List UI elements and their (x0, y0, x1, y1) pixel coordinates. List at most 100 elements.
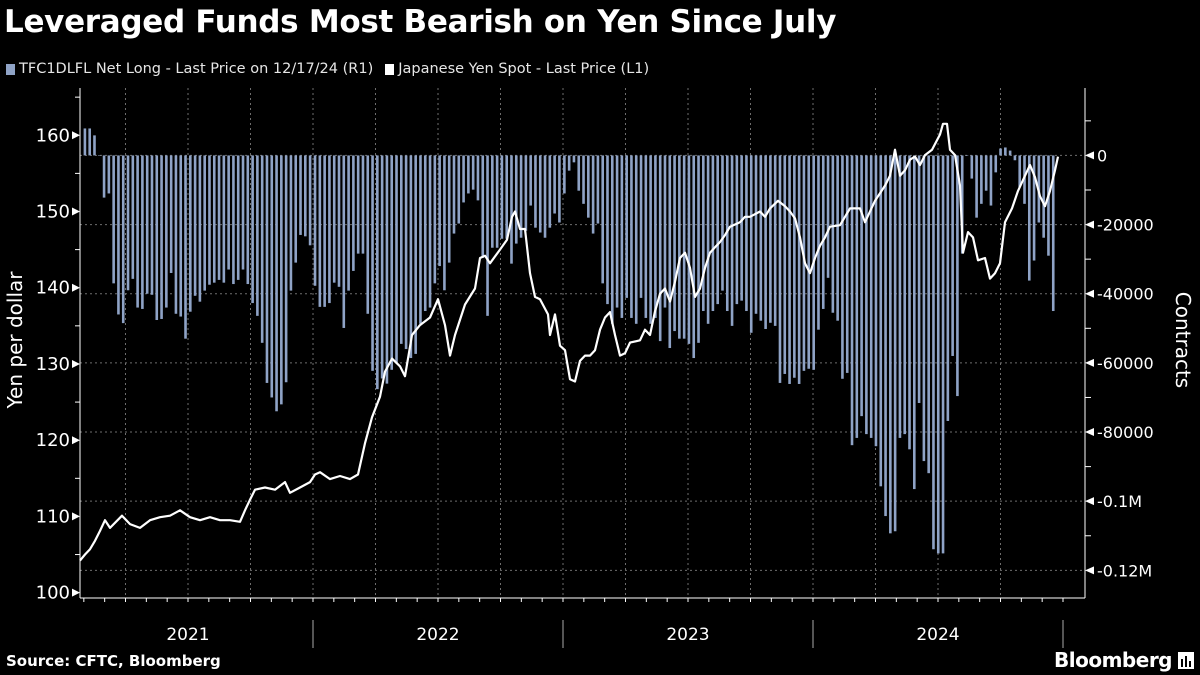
net-long-bar (682, 155, 686, 339)
net-long-bar (399, 155, 403, 344)
net-long-bar (620, 155, 624, 318)
right-tick-marker (1085, 566, 1094, 575)
net-long-bar (313, 155, 317, 286)
net-long-bar (749, 155, 753, 333)
net-long-bar (476, 155, 480, 201)
left-tick-label: 110 (36, 506, 70, 527)
net-long-bar (721, 155, 724, 291)
net-long-bar (941, 155, 945, 554)
net-long-bar (1032, 155, 1036, 261)
net-long-bar (730, 155, 734, 326)
left-tick-marker (72, 436, 80, 445)
net-long-bar (409, 155, 413, 359)
left-tick-label: 130 (36, 354, 70, 375)
net-long-bar (371, 155, 374, 371)
net-long-bar (241, 155, 245, 270)
net-long-bar (634, 155, 638, 324)
left-tick-marker (72, 588, 80, 597)
net-long-bar (102, 155, 106, 198)
net-long-bar (649, 155, 652, 324)
net-long-bar (189, 155, 192, 312)
net-long-bar (510, 155, 513, 264)
net-long-bar (289, 155, 293, 291)
net-long-bar (1023, 155, 1026, 204)
net-long-bar (514, 155, 518, 244)
net-long-bar (668, 155, 672, 349)
net-long-bar (989, 155, 993, 206)
net-long-bar (260, 155, 264, 343)
net-long-bar (879, 155, 883, 487)
left-tick-marker (72, 512, 80, 521)
net-long-bar (467, 155, 470, 194)
net-long-bar (270, 155, 274, 398)
net-long-bars (83, 128, 1055, 554)
net-long-bar (716, 155, 719, 305)
net-long-bar (347, 155, 350, 291)
net-long-bar (601, 155, 604, 284)
net-long-bar (591, 155, 595, 234)
net-long-bar (610, 155, 614, 324)
net-long-bar (783, 155, 787, 374)
net-long-bar (630, 155, 633, 318)
net-long-bar (131, 155, 135, 279)
net-long-bar (83, 128, 87, 156)
net-long-bar (903, 155, 907, 435)
net-long-bar (960, 155, 964, 254)
net-long-bar (956, 155, 959, 397)
left-axis-label: Yen per dollar (3, 271, 27, 410)
right-tick-label: -40000 (1097, 285, 1154, 304)
net-long-bar (462, 155, 465, 203)
right-tick-label: -0.12M (1097, 561, 1152, 580)
net-long-bar (817, 155, 820, 330)
net-long-bar (697, 155, 700, 343)
net-long-bar (227, 155, 230, 270)
left-tick-label: 100 (36, 583, 70, 604)
net-long-bar (735, 155, 739, 305)
net-long-bar (452, 155, 456, 234)
net-long-bar (678, 155, 681, 339)
net-long-bar (797, 155, 801, 384)
right-tick-marker (1085, 428, 1094, 437)
net-long-bar (328, 155, 331, 304)
net-long-bar (251, 155, 254, 304)
net-long-bar (236, 155, 240, 280)
net-long-bar (994, 155, 998, 173)
net-long-bar (845, 155, 849, 373)
net-long-bar (764, 155, 767, 329)
net-long-bar (419, 155, 422, 324)
logo-text: Bloomberg (1054, 648, 1172, 672)
net-long-bar (548, 155, 552, 228)
right-tick-label: 0 (1097, 146, 1107, 165)
legend-label: Japanese Yen Spot - Last Price (L1) (398, 61, 650, 77)
net-long-bar (222, 155, 226, 283)
net-long-bar (332, 155, 336, 283)
net-long-bar (970, 155, 974, 179)
net-long-bar (524, 155, 528, 231)
net-long-bar (217, 155, 221, 280)
net-long-bar (754, 155, 758, 314)
x-tick-label: 2021 (166, 625, 209, 645)
net-long-bar (529, 155, 532, 206)
net-long-bar (855, 155, 859, 438)
legend-item-net-long: TFC1DLFL Net Long - Last Price on 12/17/… (6, 61, 373, 77)
net-long-bar (414, 155, 417, 354)
net-long-bar (807, 155, 811, 369)
net-long-bar (93, 135, 96, 156)
net-long-bar (951, 155, 954, 356)
net-long-bar (534, 155, 537, 228)
net-long-bar (112, 155, 115, 284)
net-long-bar (773, 155, 777, 326)
net-long-bar (673, 155, 676, 332)
right-tick-label: -20000 (1097, 216, 1154, 235)
net-long-bar (203, 155, 206, 291)
net-long-bar (702, 155, 705, 312)
net-long-bar (644, 155, 648, 318)
right-tick-label: -60000 (1097, 354, 1154, 373)
net-long-bar (246, 155, 250, 285)
x-tick-label: 2023 (666, 625, 709, 645)
net-long-bar (169, 155, 173, 273)
net-long-bar (793, 155, 796, 378)
net-long-bar (385, 155, 389, 384)
net-long-bar (831, 155, 835, 313)
